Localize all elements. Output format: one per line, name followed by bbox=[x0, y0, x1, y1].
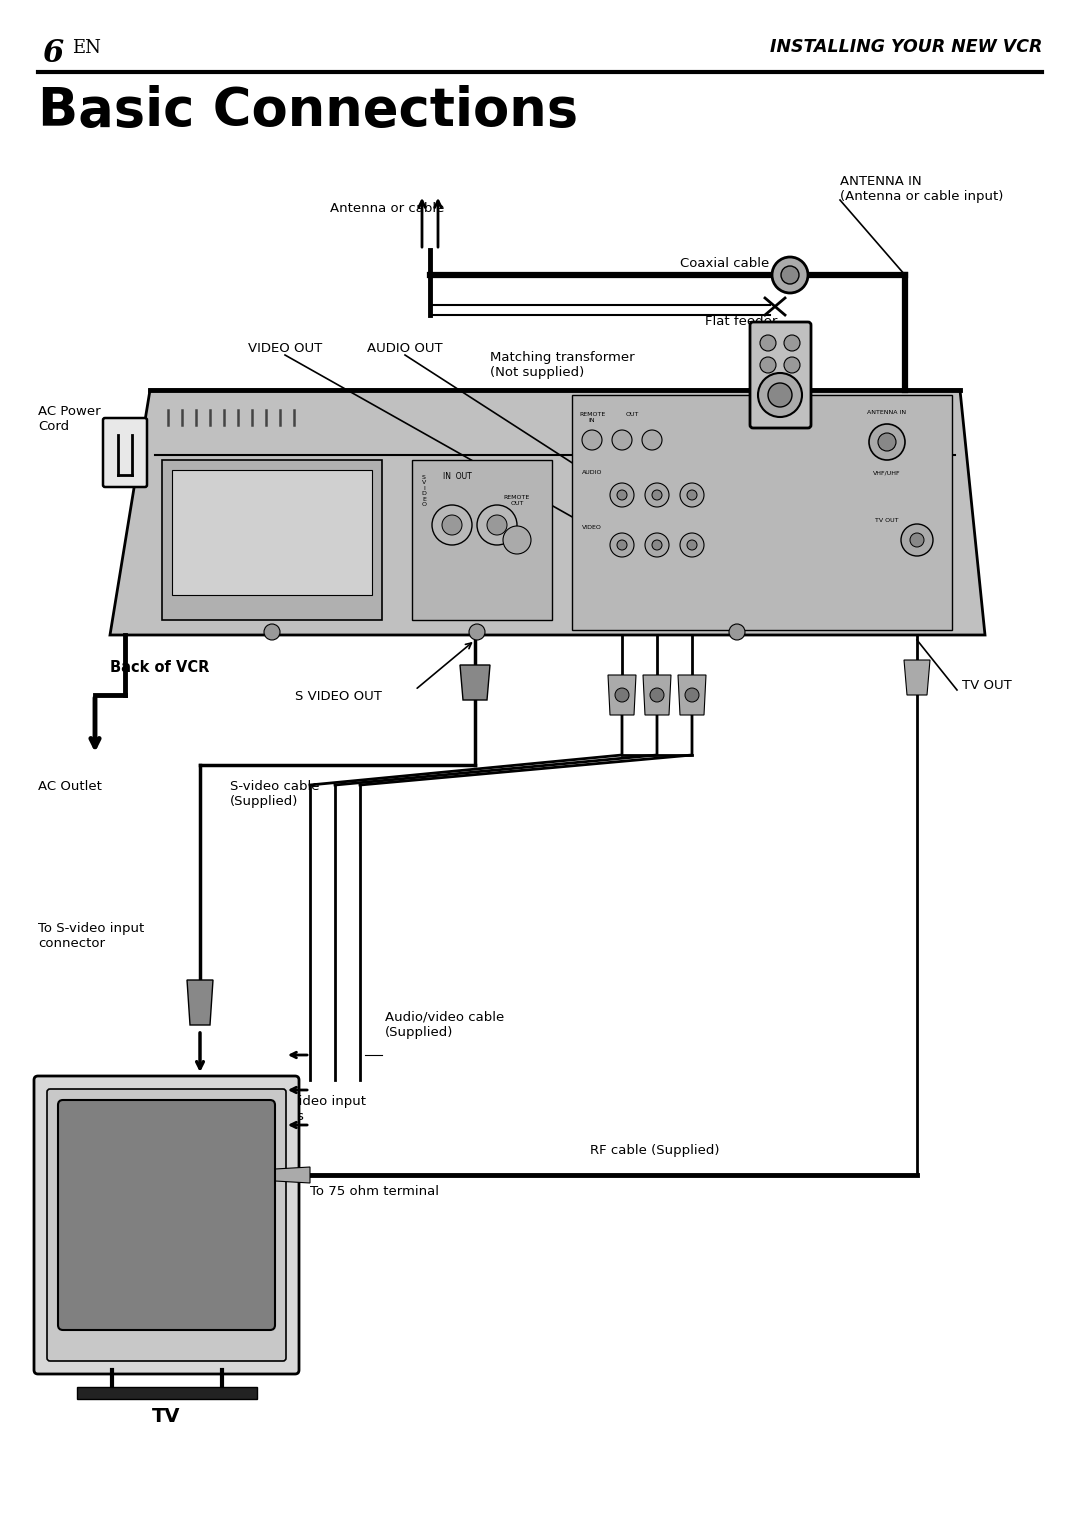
Polygon shape bbox=[460, 665, 490, 700]
Circle shape bbox=[768, 383, 792, 407]
FancyBboxPatch shape bbox=[58, 1100, 275, 1331]
Circle shape bbox=[442, 514, 462, 536]
Text: Audio/video cable
(Supplied): Audio/video cable (Supplied) bbox=[384, 1012, 504, 1039]
Text: VIDEO: VIDEO bbox=[582, 525, 602, 530]
Text: ANTENNA IN: ANTENNA IN bbox=[867, 410, 906, 415]
Circle shape bbox=[503, 526, 531, 554]
Circle shape bbox=[685, 688, 699, 702]
Circle shape bbox=[729, 624, 745, 639]
Text: Back of VCR: Back of VCR bbox=[110, 661, 210, 674]
Circle shape bbox=[617, 540, 627, 549]
Circle shape bbox=[432, 505, 472, 545]
Text: Basic Connections: Basic Connections bbox=[38, 85, 578, 137]
Circle shape bbox=[687, 540, 697, 549]
Circle shape bbox=[612, 430, 632, 450]
Circle shape bbox=[760, 336, 777, 351]
Text: S VIDEO OUT: S VIDEO OUT bbox=[295, 690, 382, 703]
Polygon shape bbox=[411, 459, 552, 620]
Polygon shape bbox=[275, 1167, 310, 1183]
Circle shape bbox=[642, 430, 662, 450]
Text: OUT: OUT bbox=[625, 412, 638, 417]
Circle shape bbox=[878, 433, 896, 452]
Circle shape bbox=[615, 688, 629, 702]
Polygon shape bbox=[643, 674, 671, 716]
Circle shape bbox=[645, 533, 669, 557]
Text: AUDIO: AUDIO bbox=[582, 470, 603, 475]
Text: REMOTE
OUT: REMOTE OUT bbox=[504, 494, 530, 505]
Text: RF cable (Supplied): RF cable (Supplied) bbox=[590, 1144, 719, 1157]
Circle shape bbox=[487, 514, 507, 536]
Text: 6: 6 bbox=[42, 38, 64, 69]
Circle shape bbox=[869, 424, 905, 459]
Circle shape bbox=[781, 266, 799, 284]
Circle shape bbox=[477, 505, 517, 545]
Circle shape bbox=[687, 490, 697, 501]
Circle shape bbox=[652, 490, 662, 501]
Polygon shape bbox=[187, 980, 213, 1025]
Text: EN: EN bbox=[72, 40, 100, 56]
Text: ANTENNA IN
(Antenna or cable input): ANTENNA IN (Antenna or cable input) bbox=[840, 175, 1003, 203]
Text: VHF/UHF: VHF/UHF bbox=[874, 470, 901, 475]
Text: INSTALLING YOUR NEW VCR: INSTALLING YOUR NEW VCR bbox=[770, 38, 1042, 56]
Circle shape bbox=[784, 336, 800, 351]
Polygon shape bbox=[77, 1387, 257, 1399]
FancyBboxPatch shape bbox=[33, 1076, 299, 1373]
Text: IN  OUT: IN OUT bbox=[443, 472, 471, 481]
Text: To S-video input
connector: To S-video input connector bbox=[38, 922, 145, 951]
FancyBboxPatch shape bbox=[750, 322, 811, 427]
FancyBboxPatch shape bbox=[48, 1090, 286, 1361]
Polygon shape bbox=[678, 674, 706, 716]
Circle shape bbox=[264, 624, 280, 639]
Polygon shape bbox=[904, 661, 930, 694]
Polygon shape bbox=[172, 470, 372, 595]
Text: VIDEO OUT: VIDEO OUT bbox=[248, 342, 322, 356]
Text: S
V
I
D
E
O: S V I D E O bbox=[421, 475, 427, 507]
Circle shape bbox=[469, 624, 485, 639]
Circle shape bbox=[784, 357, 800, 372]
Circle shape bbox=[680, 484, 704, 507]
Circle shape bbox=[610, 533, 634, 557]
Circle shape bbox=[680, 533, 704, 557]
Text: Antenna or cable: Antenna or cable bbox=[330, 201, 444, 215]
Text: S-video cable
(Supplied): S-video cable (Supplied) bbox=[230, 780, 320, 807]
Circle shape bbox=[645, 484, 669, 507]
Polygon shape bbox=[162, 459, 382, 620]
Text: REMOTE
IN: REMOTE IN bbox=[579, 412, 605, 423]
Circle shape bbox=[910, 533, 924, 546]
Circle shape bbox=[901, 523, 933, 555]
Text: TV OUT: TV OUT bbox=[875, 517, 899, 523]
Circle shape bbox=[610, 484, 634, 507]
Circle shape bbox=[617, 490, 627, 501]
FancyBboxPatch shape bbox=[103, 418, 147, 487]
Text: AUDIO OUT: AUDIO OUT bbox=[367, 342, 443, 356]
Text: To Audio/video input
connectors: To Audio/video input connectors bbox=[230, 1096, 366, 1123]
Circle shape bbox=[758, 372, 802, 417]
Text: To 75 ohm terminal: To 75 ohm terminal bbox=[310, 1186, 438, 1198]
Polygon shape bbox=[608, 674, 636, 716]
Circle shape bbox=[772, 256, 808, 293]
Text: Coaxial cable: Coaxial cable bbox=[680, 256, 769, 270]
Circle shape bbox=[650, 688, 664, 702]
Text: TV OUT: TV OUT bbox=[962, 679, 1012, 691]
Circle shape bbox=[652, 540, 662, 549]
Text: AC Outlet: AC Outlet bbox=[38, 780, 102, 794]
Polygon shape bbox=[572, 395, 951, 630]
Circle shape bbox=[582, 430, 602, 450]
Polygon shape bbox=[110, 391, 985, 635]
Text: Flat feeder: Flat feeder bbox=[705, 314, 778, 328]
Text: Matching transformer
(Not supplied): Matching transformer (Not supplied) bbox=[490, 351, 635, 378]
Text: AC Power
Cord: AC Power Cord bbox=[38, 404, 100, 433]
Text: TV: TV bbox=[152, 1407, 180, 1425]
Circle shape bbox=[760, 357, 777, 372]
